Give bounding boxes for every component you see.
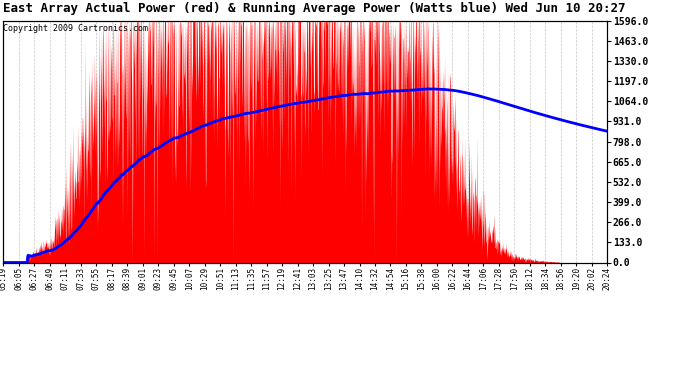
- Text: East Array Actual Power (red) & Running Average Power (Watts blue) Wed Jun 10 20: East Array Actual Power (red) & Running …: [3, 2, 626, 15]
- Text: Copyright 2009 Cartronics.com: Copyright 2009 Cartronics.com: [3, 24, 148, 33]
